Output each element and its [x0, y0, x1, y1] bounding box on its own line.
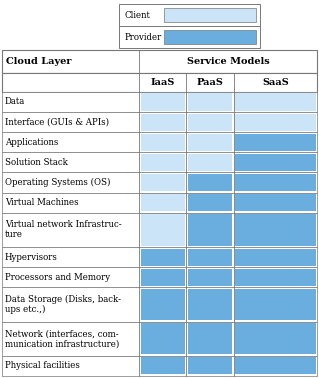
Bar [235, 289, 315, 320]
Bar [188, 194, 232, 211]
Bar [119, 4, 260, 26]
Text: Data: Data [5, 98, 25, 107]
Text: Virtual network Infrastruc-
ture: Virtual network Infrastruc- ture [5, 220, 122, 239]
Bar [2, 267, 317, 287]
Bar [141, 93, 185, 110]
Bar [141, 289, 185, 320]
Bar [235, 323, 315, 354]
Bar [2, 152, 317, 172]
Bar [2, 112, 317, 132]
Text: Network (interfaces, com-
munication infrastructure): Network (interfaces, com- munication inf… [5, 329, 119, 348]
Bar [2, 172, 317, 193]
Bar [188, 357, 232, 375]
Text: Client: Client [125, 11, 151, 20]
Bar [141, 174, 185, 191]
Bar [188, 269, 232, 286]
Bar [188, 174, 232, 191]
Bar [235, 248, 315, 266]
Bar [2, 73, 317, 92]
Text: Virtual Machines: Virtual Machines [5, 198, 78, 207]
Bar [119, 26, 260, 48]
Bar [2, 132, 317, 152]
Text: Cloud Layer: Cloud Layer [6, 57, 71, 66]
Bar [164, 8, 256, 22]
Bar [235, 357, 315, 375]
Bar [235, 214, 315, 246]
Bar [2, 193, 317, 213]
Bar [188, 134, 232, 151]
Text: Hypervisors: Hypervisors [5, 253, 58, 262]
Bar [141, 269, 185, 286]
Text: Interface (GUIs & APIs): Interface (GUIs & APIs) [5, 118, 109, 127]
Bar [235, 134, 315, 151]
Bar [188, 93, 232, 110]
Bar [2, 92, 317, 112]
Bar [188, 289, 232, 320]
Text: Processors and Memory: Processors and Memory [5, 273, 110, 282]
Bar [2, 287, 317, 322]
Text: Provider: Provider [125, 33, 162, 42]
Bar [235, 93, 315, 110]
Bar [141, 194, 185, 211]
Bar [141, 248, 185, 266]
Bar [188, 248, 232, 266]
Bar [2, 322, 317, 356]
Bar [188, 323, 232, 354]
Bar [141, 357, 185, 375]
Text: Physical facilities: Physical facilities [5, 361, 80, 370]
Bar [2, 50, 317, 73]
Bar [2, 213, 317, 247]
Bar [2, 356, 317, 376]
Text: Operating Systems (OS): Operating Systems (OS) [5, 178, 110, 187]
Bar [2, 247, 317, 267]
Bar [141, 154, 185, 171]
Bar [141, 113, 185, 131]
Text: Solution Stack: Solution Stack [5, 158, 68, 167]
Bar [235, 174, 315, 191]
Text: Applications: Applications [5, 138, 58, 147]
Text: Service Models: Service Models [187, 57, 269, 66]
Bar [141, 134, 185, 151]
Text: PaaS: PaaS [197, 77, 223, 87]
Bar [235, 154, 315, 171]
Text: SaaS: SaaS [262, 77, 289, 87]
Bar [235, 194, 315, 211]
Bar [164, 30, 256, 44]
Text: IaaS: IaaS [151, 77, 175, 87]
Bar [235, 269, 315, 286]
Bar [141, 214, 185, 246]
Bar [235, 113, 315, 131]
Text: Data Storage (Disks, back-
ups etc.,): Data Storage (Disks, back- ups etc.,) [5, 295, 121, 314]
Bar [141, 323, 185, 354]
Bar [188, 214, 232, 246]
Bar [188, 154, 232, 171]
Bar [188, 113, 232, 131]
